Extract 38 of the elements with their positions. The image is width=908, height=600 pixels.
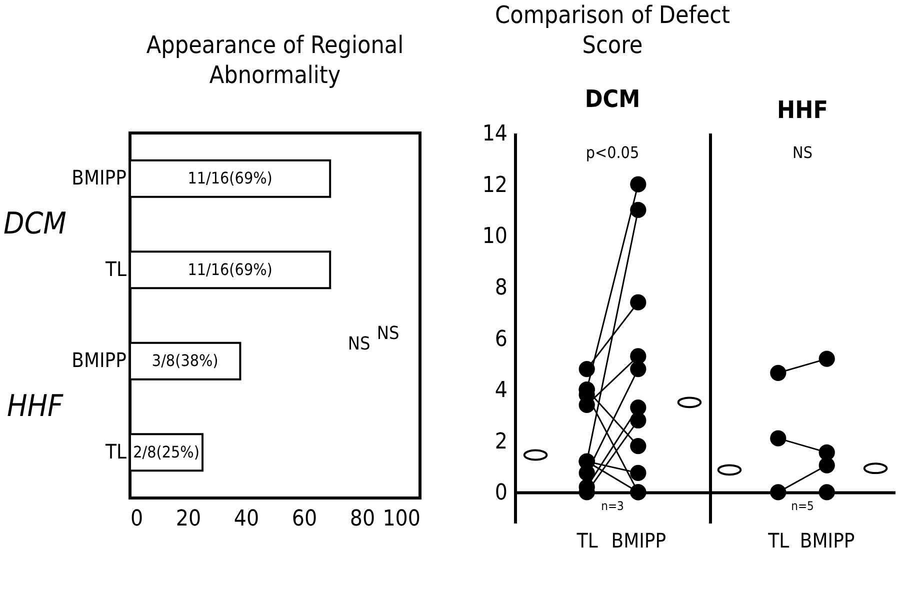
annotation: p<0.05 — [586, 143, 640, 162]
y-tick-label: TL — [104, 439, 126, 464]
x-tick-label: 40 — [234, 506, 260, 532]
annotation: NS — [348, 334, 370, 355]
x-tick-label: 80 — [350, 506, 376, 532]
y-tick-label: 12 — [482, 172, 508, 198]
data-label: 2/8(25%) — [133, 442, 200, 462]
chart-title: Appearance of Regional Abnormality — [146, 31, 404, 89]
y-tick-label: 0 — [494, 480, 508, 506]
text: DCM — [4, 206, 66, 242]
y-tick-label: 8 — [494, 275, 508, 300]
annotation: NS — [792, 143, 812, 162]
y-tick-label: BMIPP — [72, 348, 127, 372]
text: HHF — [6, 388, 64, 424]
x-tick-label: TL — [576, 528, 598, 552]
chart-subtitle: DCM — [584, 85, 640, 113]
x-tick-label: 0 — [130, 506, 144, 532]
y-tick-label: 6 — [494, 326, 508, 352]
chart-subtitle: HHF — [777, 96, 828, 124]
x-tick-label: 20 — [176, 506, 202, 532]
y-tick-label: 14 — [482, 122, 508, 146]
data-label: 3/8(38%) — [152, 351, 218, 370]
y-tick-label: 2 — [494, 429, 508, 454]
y-tick-label: TL — [104, 256, 126, 281]
data-label: 11/16(69%) — [188, 260, 272, 279]
x-tick-label: TL — [767, 528, 790, 552]
annotation: NS — [376, 322, 400, 344]
annotation: n=3 — [601, 499, 624, 514]
y-tick-label: 10 — [482, 224, 508, 250]
chart-title: Comparison of Defect Score — [495, 1, 730, 59]
x-tick-label: 60 — [292, 506, 318, 532]
x-tick-label: BMIPP — [800, 528, 855, 552]
x-tick-label: 100 — [382, 506, 420, 532]
y-tick-label: BMIPP — [72, 166, 127, 190]
data-label: 11/16(69%) — [188, 168, 272, 188]
y-tick-label: 4 — [494, 378, 508, 404]
x-tick-label: BMIPP — [611, 528, 666, 552]
annotation: n=5 — [791, 499, 814, 514]
